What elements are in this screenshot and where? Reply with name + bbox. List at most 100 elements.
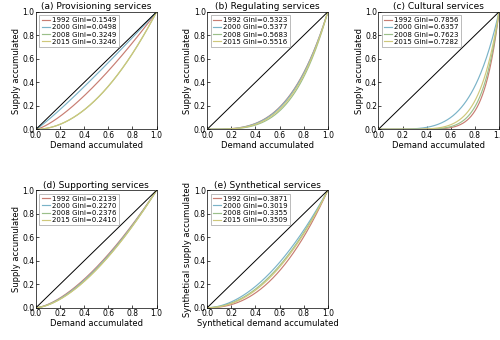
2000 Gini=0.3019 (306, 220, 312, 224)
Title: (e) Synthetical services: (e) Synthetical services (214, 181, 321, 189)
Legend: 1992 Gini=0.1549, 2000 Gini=0.0498, 2008 Gini=0.3249, 2015 Gini=0.3246: 1992 Gini=0.1549, 2000 Gini=0.0498, 2008… (40, 15, 118, 47)
X-axis label: Demand accumulated: Demand accumulated (50, 320, 143, 328)
1992 Gini=0.5323 (306, 60, 312, 64)
2000 Gini=0.0498 (142, 22, 148, 26)
X-axis label: Demand accumulated: Demand accumulated (221, 141, 314, 150)
2008 Gini=0.3249 (104, 85, 110, 89)
2000 Gini=0.5377 (204, 127, 210, 131)
2008 Gini=0.3355 (325, 188, 331, 192)
Y-axis label: Supply accumulated: Supply accumulated (184, 28, 192, 114)
2008 Gini=0.2376 (104, 256, 110, 260)
2008 Gini=0.5683 (276, 110, 281, 114)
2000 Gini=0.2270 (154, 188, 160, 192)
1992 Gini=0.2139 (105, 253, 111, 257)
1992 Gini=0.2139 (104, 253, 110, 257)
Line: 2008 Gini=0.5683: 2008 Gini=0.5683 (207, 12, 328, 129)
2015 Gini=0.3509 (276, 266, 281, 270)
2015 Gini=0.2410 (154, 188, 160, 192)
X-axis label: Demand accumulated: Demand accumulated (50, 141, 143, 150)
2000 Gini=0.5377 (276, 107, 281, 111)
1992 Gini=0.1549 (34, 127, 40, 131)
2015 Gini=0.5516 (276, 108, 281, 112)
1992 Gini=0.7856 (484, 75, 490, 80)
2015 Gini=0.3509 (325, 188, 331, 192)
2015 Gini=0.3509 (204, 306, 210, 310)
Line: 2015 Gini=0.7282: 2015 Gini=0.7282 (378, 12, 499, 129)
Title: (c) Cultural services: (c) Cultural services (394, 2, 484, 11)
2008 Gini=0.3355 (306, 222, 312, 226)
2008 Gini=0.2376 (34, 306, 40, 310)
Line: 1992 Gini=0.1549: 1992 Gini=0.1549 (36, 12, 156, 129)
1992 Gini=0.2139 (107, 251, 113, 255)
1992 Gini=0.5323 (278, 104, 284, 108)
2015 Gini=0.2410 (142, 206, 148, 210)
2000 Gini=0.5377 (306, 61, 312, 65)
Line: 2015 Gini=0.3509: 2015 Gini=0.3509 (207, 190, 328, 308)
2015 Gini=0.3509 (314, 210, 320, 214)
1992 Gini=0.7856 (376, 127, 382, 131)
2008 Gini=0.3355 (204, 306, 210, 310)
2008 Gini=0.7623 (496, 10, 500, 14)
1992 Gini=0.3871 (204, 306, 210, 310)
2008 Gini=0.7623 (447, 125, 453, 129)
2000 Gini=0.2270 (142, 205, 148, 209)
1992 Gini=0.7856 (376, 127, 382, 131)
2015 Gini=0.3246 (142, 31, 148, 35)
1992 Gini=0.1549 (154, 10, 160, 14)
2008 Gini=0.5683 (306, 64, 312, 68)
Line: 2015 Gini=0.3246: 2015 Gini=0.3246 (36, 12, 156, 129)
Title: (d) Supporting services: (d) Supporting services (44, 181, 149, 189)
2015 Gini=0.2410 (104, 256, 110, 260)
2000 Gini=0.2270 (104, 255, 110, 259)
Line: 2000 Gini=0.2270: 2000 Gini=0.2270 (36, 190, 156, 308)
Legend: 1992 Gini=0.7856, 2000 Gini=0.6357, 2008 Gini=0.7623, 2015 Gini=0.7282: 1992 Gini=0.7856, 2000 Gini=0.6357, 2008… (382, 15, 461, 47)
2008 Gini=0.7623 (376, 127, 382, 131)
2000 Gini=0.6357 (376, 127, 382, 131)
2008 Gini=0.5683 (278, 107, 284, 112)
2000 Gini=0.3019 (276, 261, 281, 266)
2008 Gini=0.7623 (449, 124, 455, 128)
Line: 2015 Gini=0.5516: 2015 Gini=0.5516 (207, 12, 328, 129)
2015 Gini=0.3509 (204, 306, 210, 310)
2008 Gini=0.3249 (107, 83, 113, 87)
1992 Gini=0.3871 (276, 269, 282, 273)
2008 Gini=0.2376 (107, 253, 113, 257)
1992 Gini=0.2139 (134, 216, 140, 220)
2000 Gini=0.0498 (134, 30, 140, 34)
2000 Gini=0.6357 (477, 73, 483, 77)
1992 Gini=0.3871 (204, 306, 210, 310)
2008 Gini=0.5683 (276, 109, 282, 114)
2015 Gini=0.5516 (204, 127, 210, 131)
2015 Gini=0.3246 (154, 10, 160, 14)
2008 Gini=0.7623 (376, 127, 382, 131)
2015 Gini=0.5516 (306, 62, 312, 66)
1992 Gini=0.5323 (325, 10, 331, 14)
Title: (b) Regulating services: (b) Regulating services (215, 2, 320, 11)
2015 Gini=0.5516 (314, 44, 320, 48)
Line: 2000 Gini=0.0498: 2000 Gini=0.0498 (36, 12, 156, 129)
Legend: 1992 Gini=0.2139, 2000 Gini=0.2270, 2008 Gini=0.2376, 2015 Gini=0.2410: 1992 Gini=0.2139, 2000 Gini=0.2270, 2008… (40, 194, 118, 225)
1992 Gini=0.1549 (142, 24, 148, 29)
2008 Gini=0.3249 (134, 43, 140, 47)
2008 Gini=0.7623 (484, 71, 490, 75)
2008 Gini=0.5683 (204, 127, 210, 131)
Line: 1992 Gini=0.5323: 1992 Gini=0.5323 (207, 12, 328, 129)
2000 Gini=0.5377 (278, 104, 284, 108)
2000 Gini=0.0498 (104, 62, 110, 66)
2000 Gini=0.6357 (447, 116, 453, 120)
1992 Gini=0.1549 (104, 70, 110, 74)
Line: 2008 Gini=0.3249: 2008 Gini=0.3249 (36, 12, 156, 129)
1992 Gini=0.3871 (276, 270, 281, 274)
2000 Gini=0.2270 (134, 216, 140, 220)
2015 Gini=0.3246 (105, 85, 111, 89)
2015 Gini=0.2410 (134, 217, 140, 221)
2008 Gini=0.2376 (142, 206, 148, 210)
2000 Gini=0.3019 (325, 188, 331, 192)
2015 Gini=0.3509 (278, 264, 284, 268)
Legend: 1992 Gini=0.5323, 2000 Gini=0.5377, 2008 Gini=0.5683, 2015 Gini=0.5516: 1992 Gini=0.5323, 2000 Gini=0.5377, 2008… (210, 15, 290, 47)
1992 Gini=0.7856 (449, 125, 455, 129)
2008 Gini=0.3249 (142, 31, 148, 35)
1992 Gini=0.5323 (276, 106, 281, 110)
2000 Gini=0.6357 (447, 116, 453, 120)
X-axis label: Synthetical demand accumulated: Synthetical demand accumulated (196, 320, 338, 328)
